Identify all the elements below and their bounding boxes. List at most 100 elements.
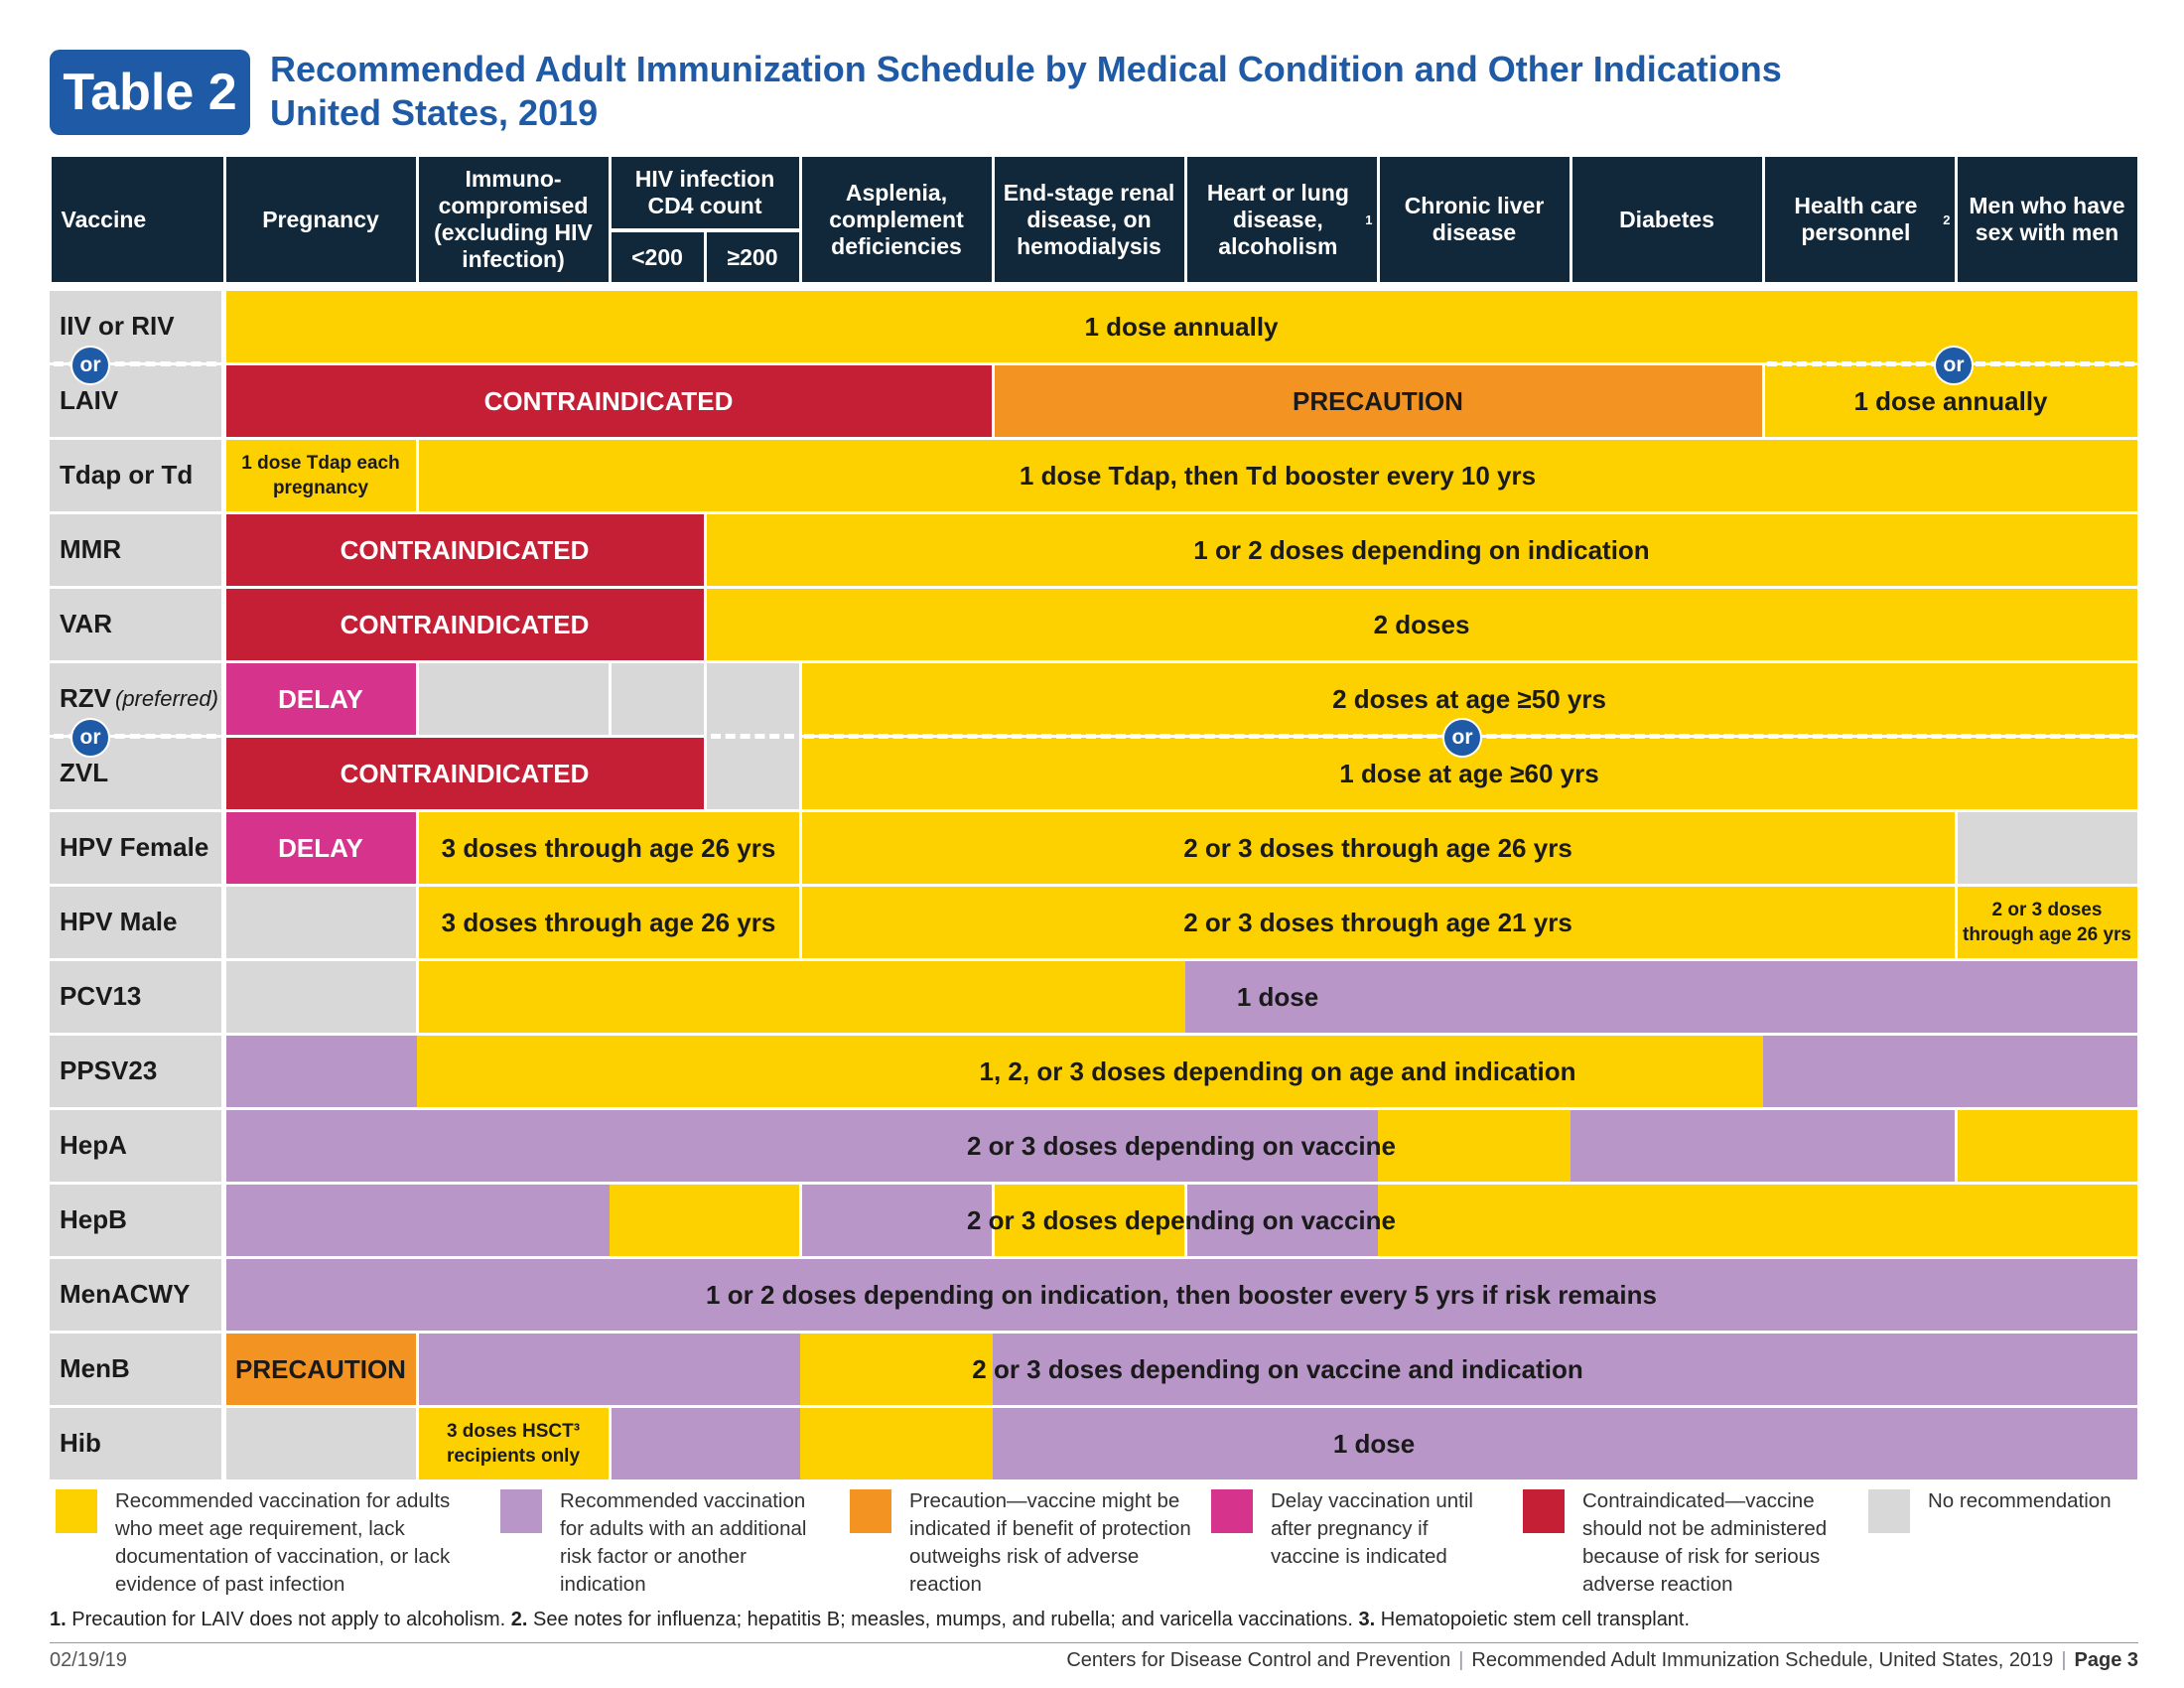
row-label-rzv-text: RZV <box>60 683 111 713</box>
row-label-hib: Hib <box>50 1407 221 1479</box>
table-badge: Table 2 <box>50 50 250 135</box>
legend-text-2: Recommended vaccination for adults with … <box>560 1489 807 1596</box>
var-contraindicated-cell <box>225 588 704 660</box>
footnote-2: See notes for influenza; hepatitis B; me… <box>532 1609 1353 1630</box>
header-msm: Men who have sex with men <box>1957 157 2137 282</box>
title-line-2: United States, 2019 <box>270 92 599 133</box>
row-label-mmr: MMR <box>50 513 221 586</box>
pcv13-pregnancy-cell <box>225 960 416 1033</box>
tdap-rest-cell <box>418 439 2137 511</box>
header-vaccine: Vaccine <box>51 157 223 282</box>
hepb-yellow-cell-3 <box>1378 1184 2137 1256</box>
hpvf-delay-text: DELAY <box>278 832 363 863</box>
hib-rest-text: 1 dose <box>1332 1428 1416 1459</box>
footnote-2-number: 2. <box>510 1609 528 1630</box>
laiv-annual-text: 1 dose annually <box>1853 385 2048 416</box>
row-label-hepb-text: HepB <box>60 1204 127 1234</box>
iiv-cell <box>225 290 2137 362</box>
hpvf-immuno-text: 3 doses through age 26 yrs <box>441 832 776 863</box>
tdap-rest-text: 1 dose Tdap, then Td booster every 10 yr… <box>1019 460 1537 491</box>
rzv-delay-text: DELAY <box>278 683 363 714</box>
legend-text-5: Contraindicated—vaccine should not be ad… <box>1582 1489 1828 1596</box>
pcv13-text: 1 dose <box>1236 981 1319 1012</box>
zoster-or-badge: or <box>70 718 110 758</box>
legend-swatch-1 <box>56 1489 97 1533</box>
ppsv23-yellow-cell <box>417 1035 1763 1107</box>
hib-hsct-cell <box>418 1407 609 1479</box>
legend-swatch-3 <box>850 1489 891 1533</box>
hepb-yellow-cell-2 <box>994 1184 1184 1256</box>
legend-swatch-5 <box>1523 1489 1565 1533</box>
header-hiv: HIV infection CD4 count <box>611 157 799 228</box>
row-label-tdap: Tdap or Td <box>50 439 221 511</box>
menb-purple-cell-1 <box>418 1333 800 1405</box>
header-liver: Chronic liver disease <box>1379 157 1570 282</box>
rzv-delay-cell <box>225 662 416 735</box>
hpvm-pregnancy-cell <box>225 886 416 958</box>
header-heart-label: Heart or lung disease, alcoholism <box>1206 179 1349 259</box>
var-rest-cell <box>706 588 2137 660</box>
row-label-menb-text: MenB <box>60 1353 130 1383</box>
hepa-text: 2 or 3 doses depending on vaccine <box>966 1130 1396 1161</box>
footnote-3: Hematopoietic stem cell transplant. <box>1380 1609 1691 1630</box>
row-label-rzv: RZV (preferred) <box>50 662 221 735</box>
iiv-cell-text: 1 dose annually <box>1084 311 1279 342</box>
title-line-1: Recommended Adult Immunization Schedule … <box>270 49 1782 89</box>
row-label-tdap-text: Tdap or Td <box>60 460 194 490</box>
hib-pregnancy-cell <box>225 1407 416 1479</box>
zoster-or-badge-right: or <box>1442 718 1482 758</box>
hpvm-msm-cell <box>1957 886 2137 958</box>
hpvf-msm-cell <box>1957 811 2137 884</box>
row-label-pcv13: PCV13 <box>50 960 221 1033</box>
row-label-hpv-female: HPV Female <box>50 811 221 884</box>
hepa-yellow-cell-1 <box>1378 1109 1570 1182</box>
zoster-divider-label <box>54 734 216 739</box>
rzv-rest-text: 2 doses at age ≥50 yrs <box>1332 683 1606 714</box>
header-diabetes: Diabetes <box>1571 157 1762 282</box>
header-hcp: Health care personnel 2 <box>1764 157 1955 282</box>
pcv13-purple-cell <box>1185 960 2137 1033</box>
hib-purple-cell-2 <box>993 1407 2137 1479</box>
hib-hsct-text: 3 doses HSCT³ recipients only <box>446 1420 581 1467</box>
zoster-divider-hiv <box>711 734 794 739</box>
menb-precaution-text: PRECAUTION <box>235 1353 406 1384</box>
menb-precaution-cell <box>225 1333 416 1405</box>
row-label-zvl-text: ZVL <box>60 758 109 787</box>
header-immunocompromised: Immuno-compromised (excluding HIV infect… <box>418 157 609 282</box>
flu-or-badge: or <box>70 346 110 385</box>
footnote-1-number: 1. <box>50 1609 67 1630</box>
row-label-hepa-text: HepA <box>60 1130 127 1160</box>
header-hcp-label: Health care personnel <box>1794 193 1918 245</box>
laiv-precaution-text: PRECAUTION <box>1293 385 1463 416</box>
hepa-yellow-cell-2 <box>1957 1109 2137 1182</box>
hepa-purple-cell-1 <box>225 1109 1378 1182</box>
hpvf-rest-text: 2 or 3 doses through age 26 yrs <box>1183 832 1572 863</box>
row-label-menb: MenB <box>50 1333 221 1405</box>
mmr-rest-cell <box>706 513 2137 586</box>
row-label-menacwy: MenACWY <box>50 1258 221 1331</box>
menb-purple-cell-2 <box>993 1333 2137 1405</box>
footnote-1: Precaution for LAIV does not apply to al… <box>71 1609 506 1630</box>
row-label-pcv13-text: PCV13 <box>60 981 142 1011</box>
page-title: Recommended Adult Immunization Schedule … <box>270 48 1782 135</box>
laiv-contraindicated-cell <box>225 364 992 437</box>
flu-or-badge-right: or <box>1934 346 1974 385</box>
header-hiv-high: ≥200 <box>706 232 799 282</box>
footnotes: 1. Precaution for LAIV does not apply to… <box>50 1609 1690 1631</box>
laiv-precaution-cell <box>994 364 1762 437</box>
footer-doc: Recommended Adult Immunization Schedule,… <box>1471 1649 2054 1671</box>
footer-page: Page 3 <box>2074 1649 2138 1671</box>
header-pregnancy: Pregnancy <box>225 157 416 282</box>
footer-divider <box>50 1642 2138 1643</box>
legend-text-6: No recommendation <box>1928 1489 2112 1512</box>
flu-divider-label <box>54 361 216 366</box>
mmr-contraindicated-text: CONTRAINDICATED <box>340 534 590 565</box>
legend-text-3: Precaution—vaccine might be indicated if… <box>909 1489 1191 1596</box>
menacwy-purple-cell <box>225 1258 2137 1331</box>
menacwy-text: 1 or 2 doses depending on indication, th… <box>706 1279 1657 1310</box>
menb-yellow-cell <box>800 1333 993 1405</box>
hepb-purple-cell-3 <box>1186 1184 1378 1256</box>
legend-text-1: Recommended vaccination for adults who m… <box>115 1489 451 1596</box>
rzv-hiv-low-cell <box>611 662 704 735</box>
